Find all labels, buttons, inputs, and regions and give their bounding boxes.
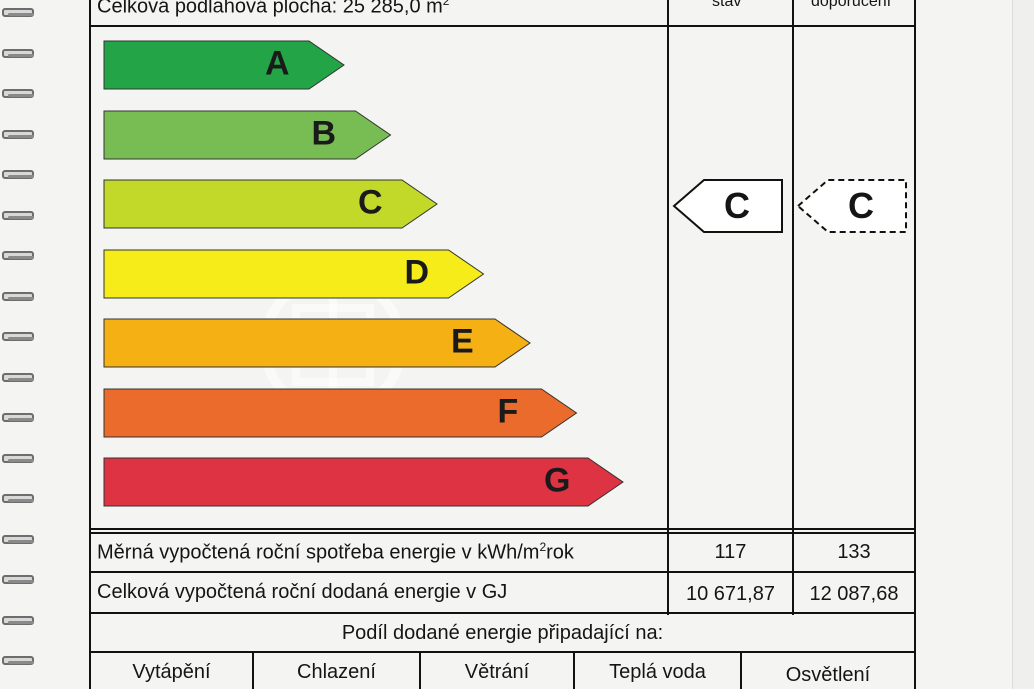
energy-class-b-arrow: B	[103, 110, 392, 160]
table-border-left	[89, 0, 91, 689]
energy-class-label: C	[358, 183, 383, 222]
spiral-coil	[2, 615, 38, 628]
current-class-indicator: C	[672, 178, 784, 234]
col-divider-current	[667, 0, 669, 615]
share-col-lighting: Osvětlení	[785, 664, 871, 686]
energy-class-label: A	[265, 44, 290, 83]
share-col-heating: Vytápění	[132, 661, 211, 683]
specific-energy-label: Měrná vypočtená roční spotřeba energie v…	[97, 540, 574, 564]
share-title-bottom-border	[89, 651, 916, 653]
spiral-coil	[2, 291, 38, 304]
row2-bottom-border	[89, 612, 916, 614]
energy-class-g-arrow: G	[103, 457, 624, 507]
energy-class-e-arrow: E	[103, 318, 531, 368]
table-border-right	[914, 0, 916, 689]
spiral-coil	[2, 534, 38, 547]
share-col-divider	[740, 651, 742, 689]
spiral-coil	[2, 494, 38, 506]
share-col-hot-water: Teplá voda	[609, 661, 706, 683]
scale-inner-bottom	[89, 528, 916, 530]
total-energy-recommended: 12 087,68	[809, 583, 899, 605]
recommended-class-letter: C	[847, 185, 874, 226]
scale-bottom-border	[89, 532, 916, 534]
specific-energy-current: 117	[714, 541, 747, 563]
share-col-ventilation: Větrání	[464, 661, 530, 683]
spiral-coil	[2, 413, 38, 425]
spiral-coil	[2, 575, 38, 587]
spiral-coil	[2, 48, 38, 61]
energy-class-a-arrow: A	[103, 40, 345, 90]
current-class-letter: C	[723, 185, 750, 226]
spiral-coil	[2, 8, 38, 20]
spiral-binding	[0, 0, 62, 689]
spiral-coil	[2, 372, 38, 385]
energy-class-label: B	[311, 114, 337, 153]
energy-class-label: G	[544, 461, 571, 500]
spiral-coil	[2, 332, 38, 344]
share-col-cooling: Chlazení	[297, 661, 376, 683]
recommended-header: doporučení	[811, 0, 892, 10]
recommended-class-indicator: C	[796, 178, 908, 234]
spiral-coil	[2, 453, 38, 466]
energy-class-label: F	[497, 392, 519, 431]
spiral-coil	[2, 210, 38, 223]
page-right-margin	[1012, 0, 1034, 689]
spiral-coil	[2, 170, 38, 182]
total-energy-label: Celková vypočtená roční dodaná energie v…	[97, 581, 508, 603]
energy-class-label: E	[451, 322, 474, 361]
current-state-header: stav	[712, 0, 742, 10]
floor-area-label: Celková podlahová plocha: 25 285,0 m2	[97, 0, 450, 18]
share-col-divider	[252, 651, 254, 689]
total-energy-current: 10 671,87	[686, 583, 775, 605]
spiral-coil	[2, 656, 38, 668]
energy-class-c-arrow: C	[103, 179, 438, 229]
energy-share-title: Podíl dodané energie připadající na:	[341, 622, 664, 644]
spiral-coil	[2, 89, 38, 101]
specific-energy-recommended: 133	[837, 541, 871, 563]
share-col-divider	[573, 651, 575, 689]
spiral-coil	[2, 129, 38, 142]
spiral-coil	[2, 251, 38, 263]
energy-class-f-arrow: F	[103, 388, 578, 438]
energy-class-d-arrow: D	[103, 249, 485, 299]
energy-class-label: D	[404, 253, 430, 292]
col-divider-recommended	[792, 0, 794, 615]
row1-bottom-border	[89, 571, 916, 573]
share-col-divider	[419, 651, 421, 689]
header-bottom-border	[89, 25, 916, 27]
